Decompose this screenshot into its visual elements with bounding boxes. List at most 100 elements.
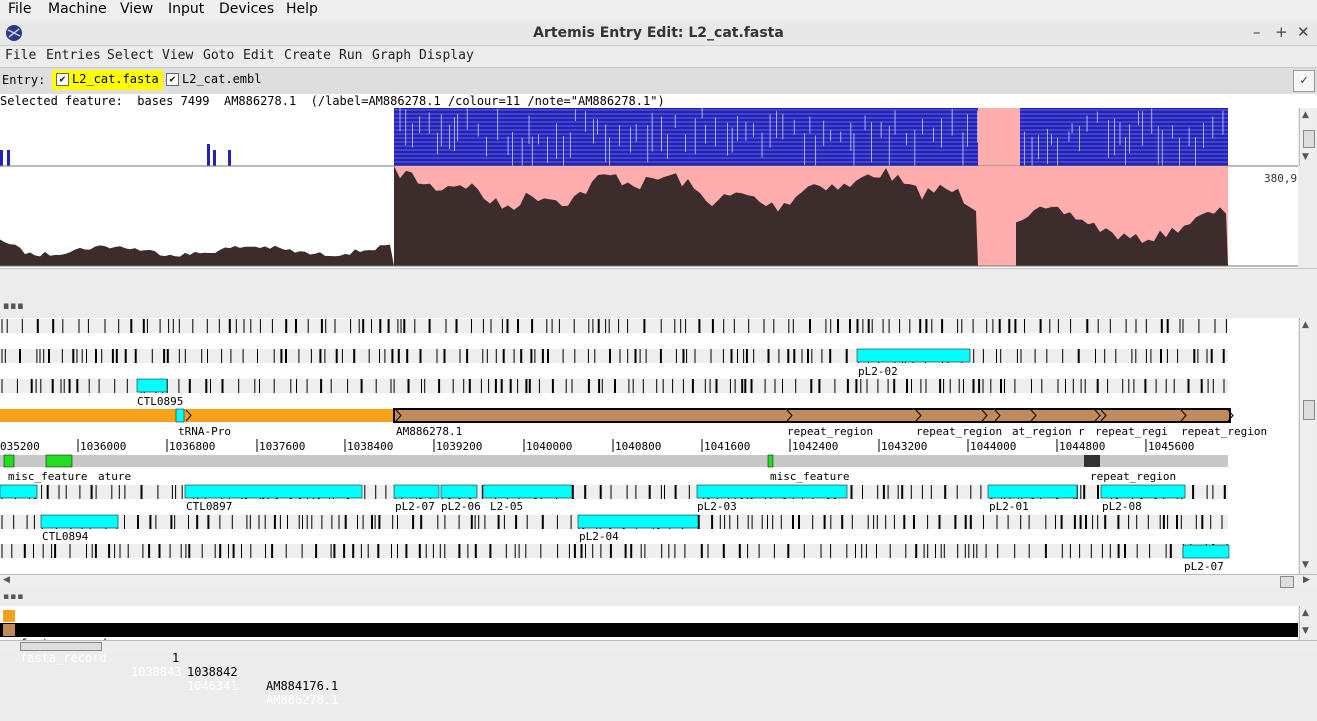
label-pl2-03: pL2-03 — [697, 500, 737, 513]
ruler-label: 1039200 — [436, 440, 482, 453]
vm-menu-input[interactable]: Input — [168, 1, 205, 17]
apply-check-button[interactable]: ✓ — [1293, 70, 1315, 92]
list-scrollbar[interactable]: ▲ ▼ — [1299, 606, 1316, 640]
ruler-label: 1040800 — [615, 440, 661, 453]
cds-pl2-04[interactable] — [577, 514, 699, 529]
cds-pl2-06[interactable] — [440, 484, 478, 499]
fasta-record-feature-2[interactable] — [393, 408, 1231, 423]
drag-handle-icon[interactable]: ▪▪▪ — [3, 302, 25, 312]
menu-edit[interactable]: Edit — [243, 48, 275, 63]
misc-feature-1[interactable] — [3, 454, 15, 468]
label-l2-05: L2-05 — [490, 500, 523, 513]
app-menu-bar: File Entries Select View Goto Edit Creat… — [0, 46, 1317, 66]
coverage-bar — [7, 150, 10, 166]
menu-view[interactable]: View — [162, 48, 194, 63]
close-icon[interactable]: ✕ — [1297, 23, 1310, 41]
cds-pl2-01[interactable] — [987, 484, 1078, 499]
cds-pl2-08[interactable] — [1100, 484, 1186, 499]
scroll-up-icon[interactable]: ▲ — [1302, 608, 1309, 618]
entry-fasta-toggle[interactable]: ✔ L2_cat.fasta — [52, 70, 163, 90]
ruler-label: 1044000 — [970, 440, 1016, 453]
menu-entries[interactable]: Entries — [46, 48, 101, 63]
label-pl2-01: pL2-01 — [989, 500, 1029, 513]
entry-embl-name: L2_cat.embl — [182, 72, 262, 86]
label-pl2-08: pL2-08 — [1102, 500, 1142, 513]
graph-max-value: 380,9 — [1264, 172, 1297, 185]
vm-menu-devices[interactable]: Devices — [219, 1, 275, 17]
ruler-label: 1041600 — [704, 440, 750, 453]
maximize-icon[interactable]: + — [1275, 23, 1288, 41]
list-item-id: AM884176.1 — [266, 679, 339, 693]
trna-feature[interactable] — [175, 408, 185, 423]
label-pl2-07-rev: pL2-07 — [395, 500, 435, 513]
misc-feature-3[interactable] — [767, 454, 774, 468]
strand-arrow-icon — [1227, 409, 1234, 422]
menu-select[interactable]: Select — [107, 48, 154, 63]
menu-graph[interactable]: Graph — [372, 48, 412, 63]
minimize-icon[interactable]: – — [1253, 23, 1261, 41]
list-item-selected[interactable]: fasta_record 1038843 1046341 AM886278.1 — [0, 623, 1298, 707]
scroll-thumb[interactable] — [1280, 576, 1294, 588]
colour-swatch — [3, 624, 15, 636]
scroll-down-icon[interactable]: ▼ — [1302, 626, 1309, 636]
scroll-up-icon[interactable]: ▲ — [1302, 320, 1309, 330]
coverage-block — [394, 108, 1228, 166]
menu-goto[interactable]: Goto — [203, 48, 235, 63]
entry-embl-toggle[interactable]: ✔ L2_cat.embl — [166, 70, 261, 90]
label-repeat-region-misc: repeat_region — [1090, 470, 1176, 483]
entry-bar: Entry: ✔ L2_cat.fasta ✔ L2_cat.embl ✓ — [0, 67, 1317, 95]
scroll-down-icon[interactable]: ▼ — [1302, 560, 1309, 570]
menu-file[interactable]: File — [5, 48, 37, 63]
scroll-thumb[interactable] — [20, 642, 102, 651]
drag-handle-icon[interactable]: ▪▪▪ — [3, 592, 25, 602]
label-pl2-02: pL2-02 — [858, 365, 898, 378]
vm-menu-bar: File Machine View Input Devices Help — [0, 0, 1317, 22]
menu-display[interactable]: Display — [419, 48, 474, 63]
scroll-right-icon[interactable]: ▶ — [1303, 575, 1310, 585]
menu-run[interactable]: Run — [339, 48, 363, 63]
scroll-thumb[interactable] — [1303, 130, 1315, 148]
ruler-label: 1036800 — [169, 440, 215, 453]
feature-horizontal-scrollbar[interactable]: ◀ ▶ — [0, 574, 1317, 589]
cds-ctl0895[interactable] — [136, 378, 168, 393]
vm-menu-help[interactable]: Help — [286, 1, 318, 17]
label-ctl0894: CTL0894 — [42, 530, 89, 543]
label-pl2-07: pL2-07 — [1184, 560, 1224, 573]
label-repeat-region-5: repeat_regi — [1095, 425, 1168, 438]
cds-l2-05[interactable] — [482, 484, 573, 499]
graph-scrollbar[interactable]: ▲ ▼ — [1299, 108, 1316, 166]
scroll-thumb[interactable] — [1303, 400, 1315, 420]
cds-pl2-02[interactable] — [856, 348, 971, 363]
ruler-label: 035200 — [0, 440, 40, 453]
cds-ctl0897[interactable] — [184, 484, 363, 499]
repeat-region-feature[interactable] — [1084, 455, 1100, 467]
drag-handle-icon[interactable]: ▪▪▪ — [3, 301, 25, 311]
cds-pl2-07[interactable] — [1182, 544, 1230, 559]
fasta-record-feature-1[interactable] — [0, 409, 394, 422]
list-item[interactable]: fasta_record 1 1038842 AM884176.1 — [0, 609, 1298, 693]
strand-arrow-icon — [1094, 409, 1101, 422]
ruler-label: 1037600 — [259, 440, 305, 453]
cds-pl2-03[interactable] — [696, 484, 848, 499]
label-misc-feature-1: misc_feature — [8, 470, 87, 483]
vm-menu-machine[interactable]: Machine — [48, 1, 107, 17]
ruler-label: 1043200 — [881, 440, 927, 453]
scroll-down-icon[interactable]: ▼ — [1302, 152, 1309, 162]
ruler-label: 1045600 — [1148, 440, 1194, 453]
list-horizontal-scrollbar[interactable] — [0, 640, 1317, 652]
ruler-label: 1040000 — [526, 440, 572, 453]
menu-create[interactable]: Create — [284, 48, 331, 63]
feature-scrollbar[interactable]: ▲ ▼ — [1299, 318, 1316, 574]
scroll-left-icon[interactable]: ◀ — [3, 575, 10, 585]
cds-reverse-0[interactable] — [0, 484, 38, 499]
selected-feature-info: Selected feature: bases 7499 AM886278.1 … — [0, 94, 1317, 108]
vm-menu-file[interactable]: File — [8, 1, 32, 17]
coverage-bar — [228, 150, 231, 166]
label-ctl0895: CTL0895 — [137, 395, 183, 408]
gc-content-graph — [394, 166, 1228, 266]
misc-feature-2[interactable] — [45, 454, 73, 468]
vm-menu-view[interactable]: View — [120, 1, 154, 17]
scroll-up-icon[interactable]: ▲ — [1302, 110, 1309, 120]
cds-pl2-07-rev[interactable] — [393, 484, 440, 499]
cds-ctl0894[interactable] — [40, 514, 119, 529]
